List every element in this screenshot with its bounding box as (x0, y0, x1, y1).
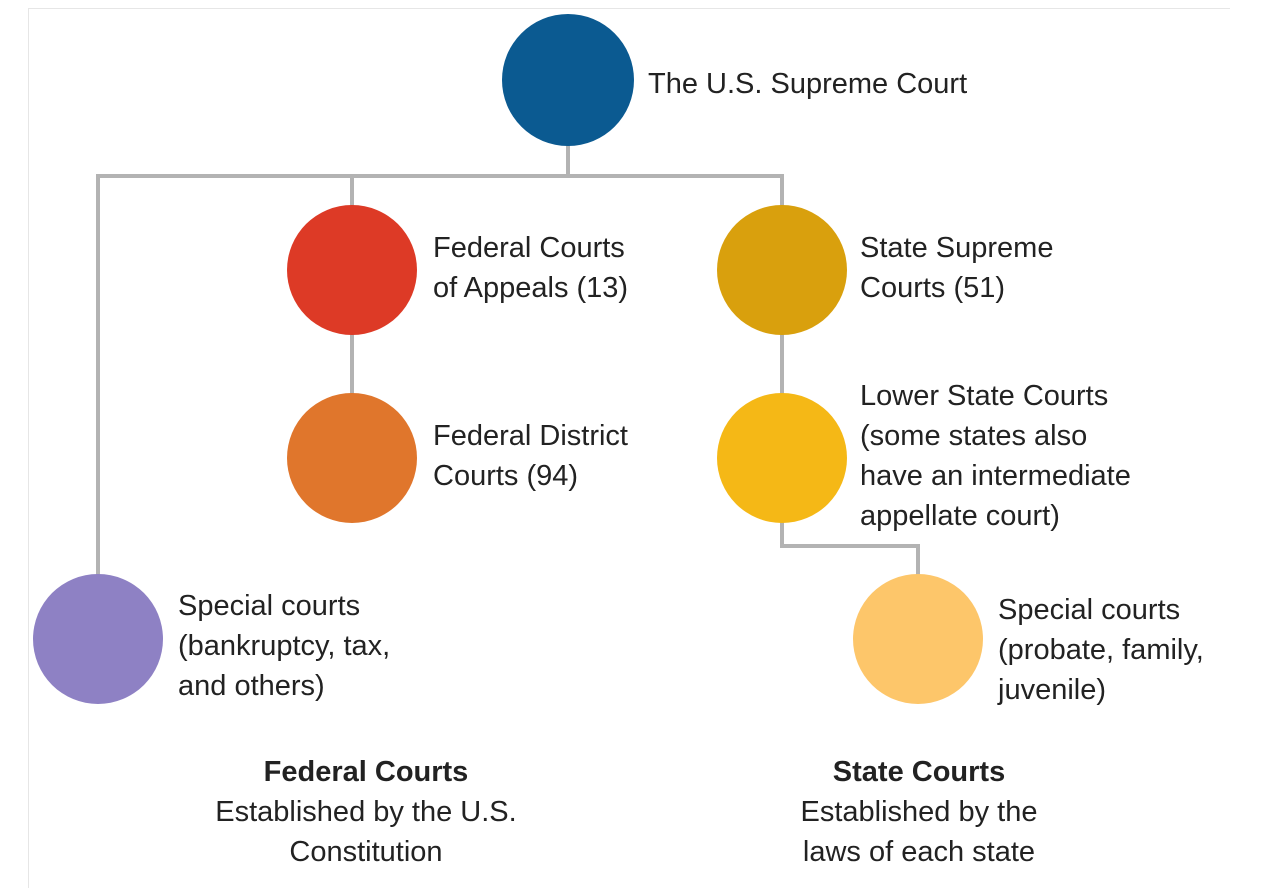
state-courts-caption-title: State Courts (832, 756, 1006, 788)
federal-appeals-node (287, 205, 417, 335)
lower-state-node (717, 393, 847, 523)
federal-district-label-line-1: Federal District (433, 420, 628, 452)
supreme-court-node (502, 14, 634, 146)
federal-courts-caption-line-1: Established by the U.S. (215, 796, 517, 828)
lower-state-label-line-2: (some states also (860, 420, 1088, 452)
state-special-label: Special courts (probate, family, juvenile) (998, 590, 1204, 710)
state-supreme-node (717, 205, 847, 335)
federal-special-node (33, 574, 163, 704)
federal-district-node (287, 393, 417, 523)
state-courts-caption-line-2: laws of each state (802, 836, 1036, 868)
connector-state-vertical (780, 174, 784, 546)
lower-state-label-line-1: Lower State Courts (860, 380, 1109, 412)
state-supreme-label: State Supreme Courts (51) (860, 228, 1053, 308)
state-supreme-label-line-2: Courts (51) (860, 272, 1006, 304)
federal-courts-caption: Federal Courts Established by the U.S. C… (166, 752, 566, 872)
federal-special-label-line-2: (bankruptcy, tax, (178, 630, 391, 662)
state-courts-caption-line-1: Established by the (800, 796, 1038, 828)
federal-district-label: Federal District Courts (94) (433, 416, 628, 496)
lower-state-label: Lower State Courts (some states also have … (860, 376, 1131, 536)
supreme-court-label: The U.S. Supreme Court (648, 64, 967, 104)
federal-appeals-label-line-1: Federal Courts (433, 232, 625, 264)
connector-federal-special-vertical (96, 174, 100, 578)
federal-courts-caption-title: Federal Courts (263, 756, 469, 788)
connector-state-special-horizontal (780, 544, 920, 548)
state-special-node (853, 574, 983, 704)
federal-special-label: Special courts (bankruptcy, tax, and other… (178, 586, 390, 706)
diagram-frame (28, 8, 1230, 888)
connector-horizontal-top (96, 174, 784, 178)
supreme-court-label-line-1: The U.S. Supreme Court (648, 68, 968, 100)
state-special-label-line-1: Special courts (998, 594, 1181, 626)
lower-state-label-line-3: have an intermediate (860, 460, 1131, 492)
state-courts-caption: State Courts Established by the laws of … (719, 752, 1119, 872)
state-special-label-line-2: (probate, family, (998, 634, 1204, 666)
state-supreme-label-line-1: State Supreme (860, 232, 1054, 264)
federal-appeals-label-line-2: of Appeals (13) (433, 272, 629, 304)
connector-state-special-vertical (916, 544, 920, 578)
federal-special-label-line-3: and others) (178, 670, 325, 702)
lower-state-label-line-4: appellate court) (860, 500, 1060, 532)
federal-special-label-line-1: Special courts (178, 590, 361, 622)
connector-supreme-down (566, 140, 570, 178)
federal-appeals-label: Federal Courts of Appeals (13) (433, 228, 628, 308)
federal-courts-caption-line-2: Constitution (289, 836, 443, 868)
federal-district-label-line-2: Courts (94) (433, 460, 579, 492)
state-special-label-line-3: juvenile) (998, 674, 1106, 706)
